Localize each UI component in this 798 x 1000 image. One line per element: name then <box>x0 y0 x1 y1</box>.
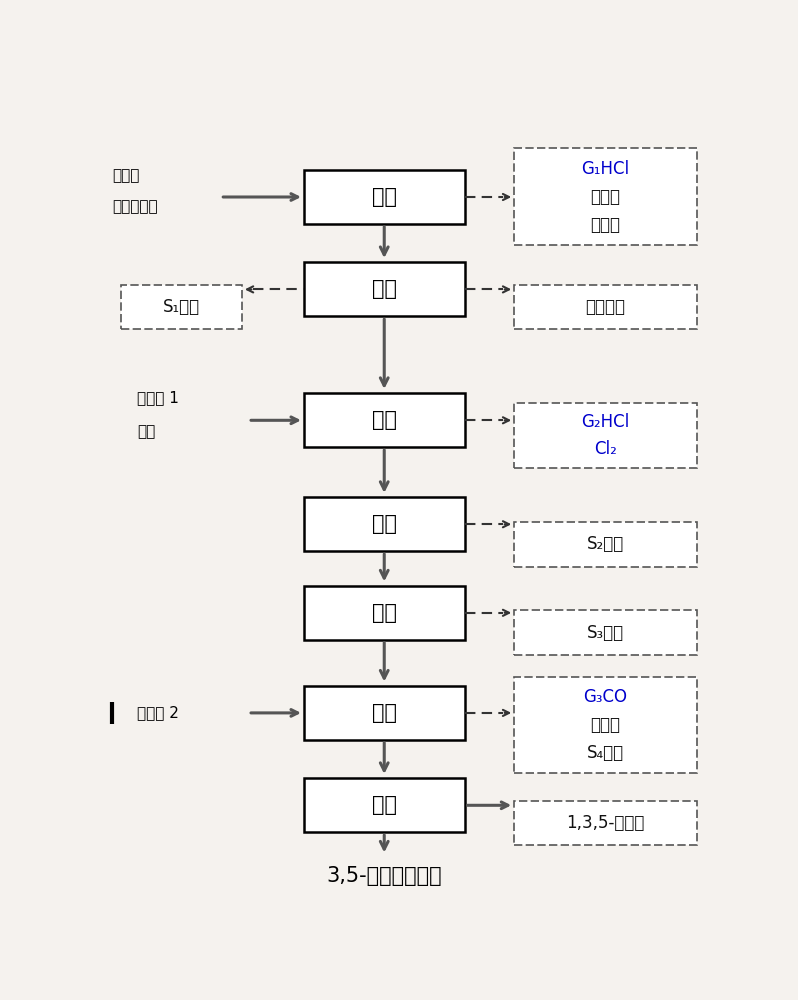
Text: S₁残液: S₁残液 <box>163 298 200 316</box>
Text: 粗蒸: 粗蒸 <box>372 514 397 534</box>
Bar <box>304 686 464 740</box>
Bar <box>514 148 697 245</box>
Text: 3,5-二氯苯甲酰氯: 3,5-二氯苯甲酰氯 <box>326 866 442 886</box>
Text: 二氯苯: 二氯苯 <box>591 188 620 206</box>
Bar <box>304 393 464 447</box>
Bar <box>514 403 697 468</box>
Text: 催化剂 1: 催化剂 1 <box>137 390 179 405</box>
Text: 三氯苯: 三氯苯 <box>591 216 620 234</box>
Text: 氯气: 氯气 <box>137 424 155 439</box>
Text: 精馏: 精馏 <box>372 279 397 299</box>
Bar <box>304 497 464 551</box>
Bar <box>304 778 464 832</box>
Bar <box>304 586 464 640</box>
Text: 合成: 合成 <box>372 187 397 207</box>
Text: G₂HCl: G₂HCl <box>581 413 630 431</box>
Text: 二氯苯: 二氯苯 <box>591 716 620 734</box>
Text: Cl₂: Cl₂ <box>594 440 617 458</box>
Bar <box>304 170 464 224</box>
Text: 精馏: 精馏 <box>372 795 397 815</box>
Text: 苯甲酰氯: 苯甲酰氯 <box>585 298 626 316</box>
Text: 催化剂 2: 催化剂 2 <box>137 705 179 720</box>
Text: 氯化: 氯化 <box>372 410 397 430</box>
Text: 三氯苯: 三氯苯 <box>112 168 140 183</box>
Bar <box>514 522 697 567</box>
Text: 1,3,5-三氯苯: 1,3,5-三氯苯 <box>566 814 645 832</box>
Bar <box>304 262 464 316</box>
Text: 精馏: 精馏 <box>372 603 397 623</box>
Text: S₂残渣: S₂残渣 <box>587 535 624 553</box>
Text: S₄残液: S₄残液 <box>587 744 624 762</box>
Bar <box>514 610 697 655</box>
Bar <box>514 801 697 845</box>
Bar <box>121 285 242 329</box>
Text: 重排: 重排 <box>372 703 397 723</box>
Text: S₃残液: S₃残液 <box>587 624 624 642</box>
Bar <box>514 285 697 329</box>
Text: G₃CO: G₃CO <box>583 688 627 706</box>
Text: 间苯二甲酸: 间苯二甲酸 <box>112 199 158 214</box>
Text: G₁HCl: G₁HCl <box>581 160 630 178</box>
Bar <box>514 677 697 773</box>
